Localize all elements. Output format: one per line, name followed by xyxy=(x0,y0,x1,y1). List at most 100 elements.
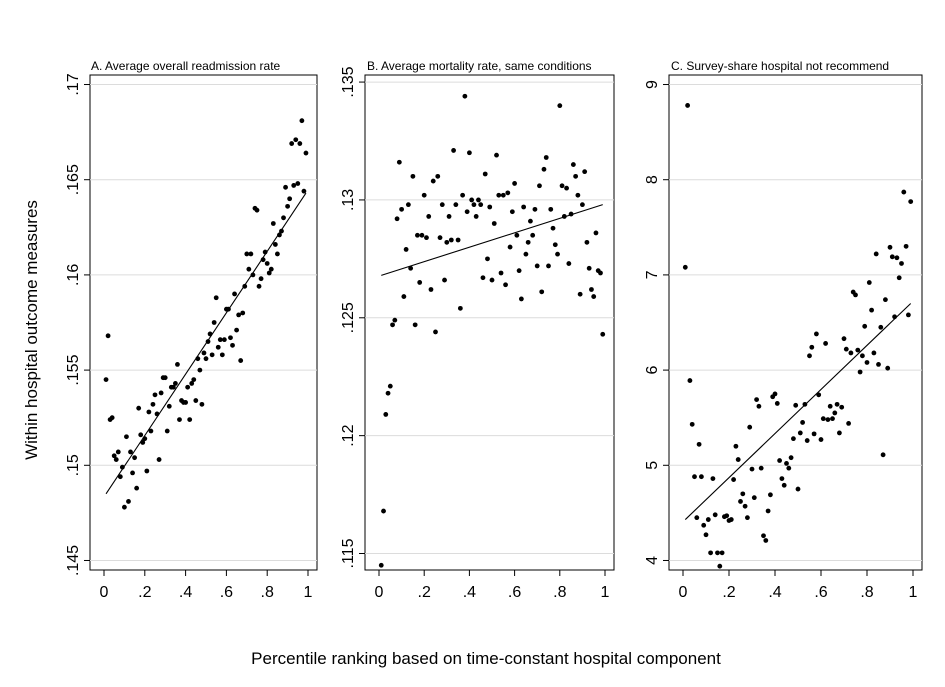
panel-a-point xyxy=(130,470,135,476)
panel-c-ytick-label: 8 xyxy=(644,175,661,184)
panel-c-point xyxy=(889,254,895,260)
panel-b-point xyxy=(577,291,583,297)
panel-b-point xyxy=(446,214,452,219)
panel-a-point xyxy=(277,232,282,238)
panel-c-point xyxy=(793,402,799,408)
panel-a-point xyxy=(144,468,150,474)
panel-b-point xyxy=(550,225,556,231)
panel-b-point xyxy=(460,192,466,198)
panel-a-point xyxy=(117,474,123,480)
panel-c-point xyxy=(779,476,785,482)
panel-b-point xyxy=(591,294,597,299)
panel-c-point xyxy=(908,199,914,205)
panel-b-ytick-label: .125 xyxy=(340,302,357,333)
panel-a-point xyxy=(297,141,303,146)
panel-b-point xyxy=(412,322,418,328)
panel-b-point xyxy=(485,256,490,262)
panel-c-point xyxy=(811,431,817,437)
panel-b-point xyxy=(509,209,515,215)
panel-b-point xyxy=(503,282,508,288)
panel-c-ytick-label: 5 xyxy=(644,461,661,470)
panel-c-xtick-label: .4 xyxy=(768,584,781,601)
panel-c-ytick-label: 9 xyxy=(644,80,661,89)
panel-b-point xyxy=(557,103,563,109)
panel-c-point xyxy=(795,486,801,492)
panel-a-ytick-label: .145 xyxy=(65,545,82,576)
panel-c-ytick-label: 6 xyxy=(644,366,661,375)
panel-c-point xyxy=(807,353,812,359)
panel-c-point xyxy=(788,455,794,461)
panel-b-point xyxy=(512,181,517,186)
panel-a-readmission: A. Average overall readmission rate .145… xyxy=(65,59,318,601)
panel-c-point xyxy=(747,424,753,430)
panel-b-point xyxy=(390,322,395,328)
panel-c-point xyxy=(719,550,725,556)
panel-c-point xyxy=(848,350,854,356)
panel-c-point xyxy=(864,360,870,365)
panel-b-point xyxy=(428,287,434,292)
panel-b-point xyxy=(487,204,493,210)
panel-c-point xyxy=(899,261,904,266)
panel-b-point xyxy=(586,265,592,271)
panel-a-point xyxy=(215,344,221,350)
panel-b-point xyxy=(408,265,414,271)
panel-a-point xyxy=(109,415,115,421)
panel-b-point xyxy=(471,202,477,208)
panel-a-point xyxy=(248,251,254,257)
panel-b-point xyxy=(516,268,522,274)
panel-c-point xyxy=(906,312,911,318)
panel-a-point xyxy=(164,428,170,434)
panel-c-point xyxy=(724,513,730,519)
panel-a-point xyxy=(287,196,293,202)
panel-c-point xyxy=(740,491,746,497)
panel-a-point xyxy=(175,361,180,367)
panel-c-point xyxy=(814,331,819,337)
panel-c-point xyxy=(853,292,858,298)
panel-a-point xyxy=(228,335,233,341)
panel-c-point xyxy=(728,517,734,522)
panel-a-point xyxy=(295,181,301,186)
panel-c-point xyxy=(846,421,851,426)
panel-b-point xyxy=(521,204,527,210)
panel-c-xtick-label: .6 xyxy=(814,584,827,601)
panel-c-point xyxy=(777,458,782,463)
panel-a-ytick-label: .17 xyxy=(65,73,82,95)
panel-a-point xyxy=(211,320,217,325)
panel-b-point xyxy=(435,173,441,179)
panel-b-point xyxy=(476,197,481,203)
panel-a-point xyxy=(234,327,240,333)
panel-a-point xyxy=(113,457,119,462)
panel-a-point xyxy=(146,409,152,415)
panel-a-point xyxy=(134,485,140,491)
panel-b-point xyxy=(582,169,588,175)
panel-b-xtick-label: 1 xyxy=(601,584,610,601)
panel-a-point xyxy=(115,449,121,455)
panel-c-point xyxy=(784,460,789,466)
panel-b-point xyxy=(453,202,459,208)
panel-b-point xyxy=(392,317,398,323)
panel-a-point xyxy=(291,183,297,188)
panel-c-frame xyxy=(668,74,923,571)
panel-b-point xyxy=(464,209,470,215)
panel-c-point xyxy=(885,365,891,371)
panel-a-point xyxy=(189,381,195,386)
panel-b-point xyxy=(575,192,581,198)
panel-a-xtick-label: 1 xyxy=(304,584,313,601)
panel-c-point xyxy=(705,517,711,522)
panel-b-xtick-label: .8 xyxy=(553,584,566,601)
panel-a-point xyxy=(221,337,227,343)
panel-b-point xyxy=(478,202,484,208)
panel-a-point xyxy=(264,261,270,266)
panel-c-title: C. Survey-share hospital not recommend xyxy=(671,59,889,73)
panel-b-point xyxy=(401,294,407,299)
panel-c-ytick-label: 4 xyxy=(644,556,661,565)
panel-b-point xyxy=(403,247,409,252)
panel-c-point xyxy=(825,417,831,422)
panel-c-point xyxy=(717,563,723,569)
panel-b-ytick-label: .12 xyxy=(340,424,357,446)
panel-b-frame xyxy=(364,74,615,571)
panel-a-point xyxy=(285,203,290,209)
panel-c-point xyxy=(696,441,702,447)
panel-b-mortality: B. Average mortality rate, same conditio… xyxy=(340,59,615,601)
